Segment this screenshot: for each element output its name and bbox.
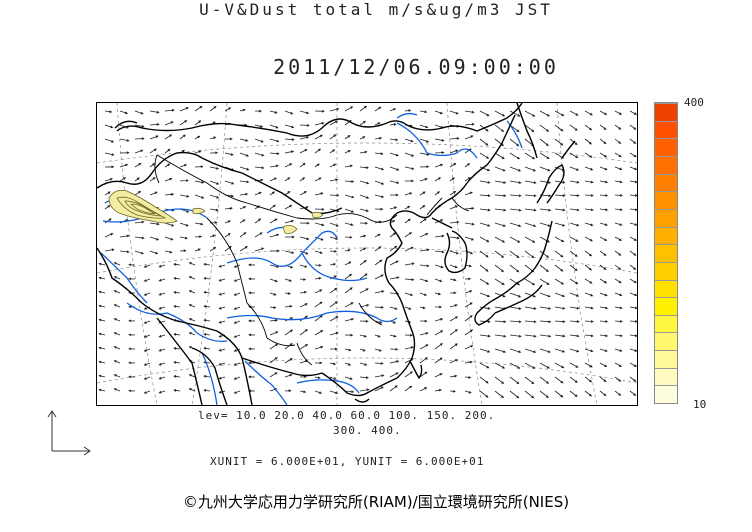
colorbar-segment (655, 156, 677, 174)
colorbar-segment (655, 314, 677, 333)
colorbar-min-label: 10 (693, 398, 707, 411)
colorbar-segment (655, 350, 677, 368)
colorbar-segment (655, 120, 677, 139)
colorbar-segment (655, 261, 677, 280)
colorbar-segment (655, 226, 677, 245)
colorbar-segment (655, 103, 677, 121)
credit-text: ©九州大学応用力学研究所(RIAM)/国立環境研究所(NIES) (182, 493, 570, 511)
colorbar-segment (655, 279, 677, 298)
colorbar-segment (655, 208, 677, 227)
vector-units-label: XUNIT = 6.000E+01, YUNIT = 6.000E+01 (210, 455, 485, 468)
colorbar-segment (655, 332, 677, 351)
colorbar-segment (655, 173, 677, 192)
contour-levels-line1: lev= 10.0 20.0 40.0 60.0 100. 150. 200. (198, 409, 496, 422)
wind-dust-map (96, 102, 638, 406)
colorbar-segment (655, 244, 677, 262)
colorbar-segment (655, 385, 677, 403)
graticule (97, 103, 637, 405)
colorbar-max-label: 400 (684, 96, 704, 109)
borders (154, 154, 470, 366)
unit-vector-axes-icon (47, 410, 91, 456)
colorbar-segment (655, 138, 677, 157)
map-datetime: 2011/12/06.09:00:00 (273, 55, 559, 79)
rivers (100, 112, 523, 405)
colorbar-segment (655, 191, 677, 209)
coastlines (97, 103, 576, 405)
colorbar-segment (655, 297, 677, 315)
dust-contours (108, 189, 324, 234)
wind-vector-field (98, 105, 637, 399)
map-title: U-V&Dust total m/s&ug/m3 JST (199, 0, 553, 19)
colorbar (654, 102, 678, 404)
contour-levels-line2: 300. 400. (333, 424, 402, 437)
colorbar-segment (655, 367, 677, 386)
